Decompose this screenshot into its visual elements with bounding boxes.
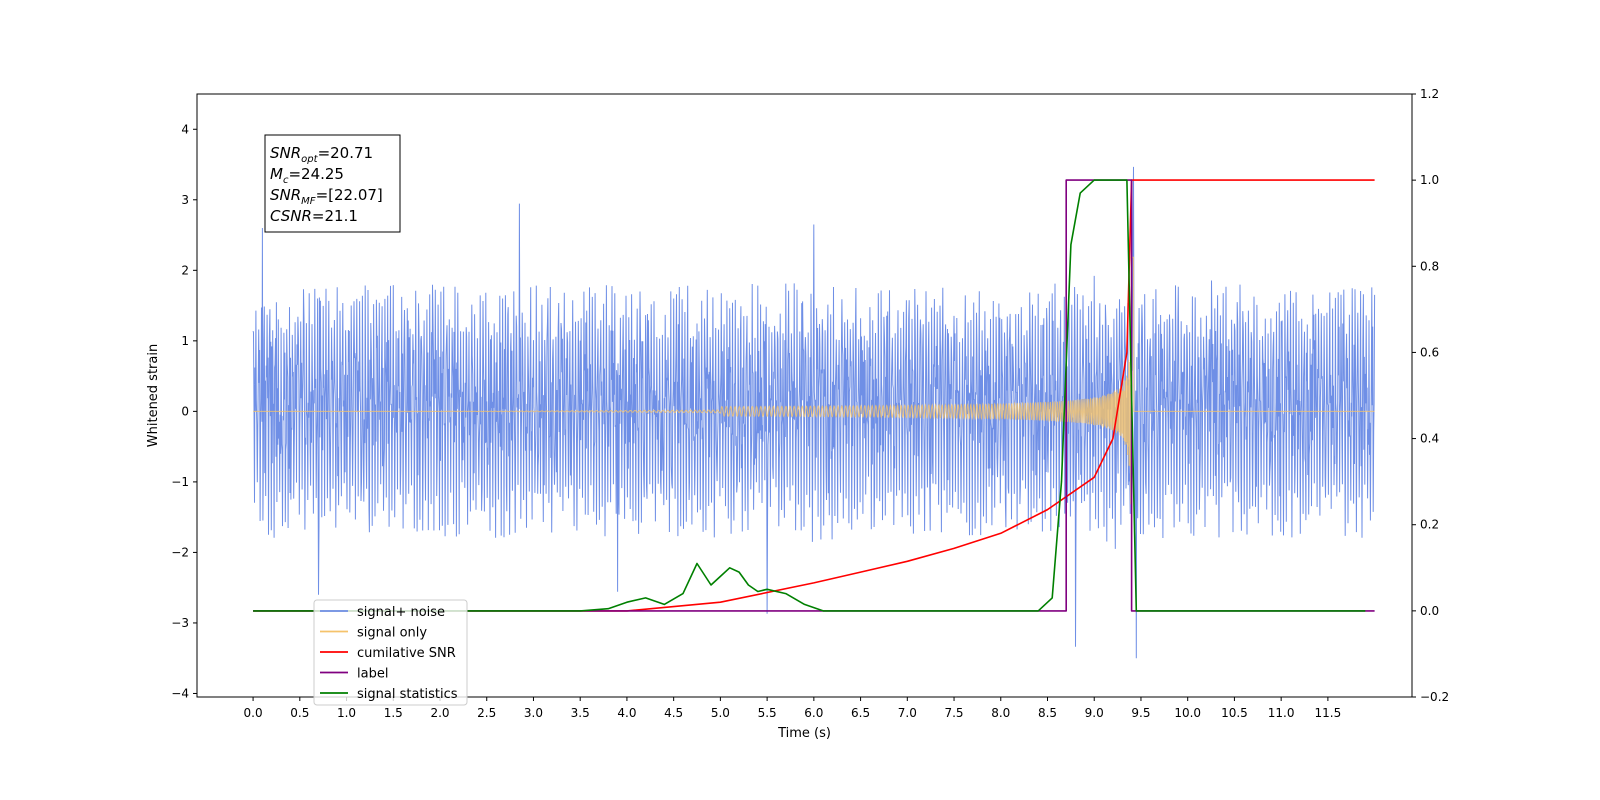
series-signal-noise-line <box>252 166 1376 659</box>
legend-entry: cumilative SNR <box>357 646 456 661</box>
x-tick-label: 11.5 <box>1315 706 1342 720</box>
y2-tick-label: −0.2 <box>1420 690 1449 704</box>
y-tick-label: −2 <box>171 545 189 559</box>
x-tick-label: 7.0 <box>898 706 917 720</box>
y2-tick-label: 0.8 <box>1420 259 1439 273</box>
x-tick-label: 6.0 <box>804 706 823 720</box>
annotation-symbol: SNR <box>270 144 301 162</box>
y2-tick-label: 0.4 <box>1420 432 1439 446</box>
plot-area <box>252 166 1376 659</box>
x-tick-label: 3.0 <box>524 706 543 720</box>
legend-entry: signal only <box>357 626 427 641</box>
x-tick-label: 11.0 <box>1268 706 1295 720</box>
annotation-subscript: c <box>283 175 289 186</box>
x-tick-label: 7.5 <box>944 706 963 720</box>
series-signal-statistics-line <box>253 179 1366 612</box>
x-tick-label: 6.5 <box>851 706 870 720</box>
x-tick-label: 1.0 <box>337 706 356 720</box>
x-tick-label: 4.0 <box>617 706 636 720</box>
x-tick-label: 8.5 <box>1038 706 1057 720</box>
series-signal-only-line <box>253 256 1375 505</box>
x-tick-label: 9.0 <box>1085 706 1104 720</box>
annotation-symbol: SNR <box>270 186 301 204</box>
y2-tick-label: 1.2 <box>1420 87 1439 101</box>
annotation-symbol: M <box>270 165 283 183</box>
y-axis-left: 4 3 2 1 0 −1 −2 −3 −4 <box>171 122 197 700</box>
stats-annotation-box: SNRopt=20.71Mc=24.25SNRMF=[22.07]CSNR=21… <box>264 134 401 233</box>
x-tick-label: 0.5 <box>290 706 309 720</box>
annotation-line: CSNR=21.1 <box>270 207 358 225</box>
annotation-symbol: CSNR <box>270 207 312 225</box>
y2-tick-label: 0.6 <box>1420 345 1439 359</box>
x-axis: 0.0 0.5 1.0 1.5 2.0 2.5 3.0 3.5 4.0 4.5 5.0 5.5 6.0 6… <box>244 697 1342 720</box>
plot-frame <box>196 93 1413 698</box>
annotation-value: =24.25 <box>288 165 344 183</box>
x-tick-label: 9.5 <box>1131 706 1150 720</box>
x-tick-label: 0.0 <box>244 706 263 720</box>
x-tick-label: 3.5 <box>571 706 590 720</box>
y-tick-label: 0 <box>181 404 189 418</box>
y-axis-right: 1.2 1.0 0.8 0.6 0.4 0.2 0.0 −0.2 <box>1412 87 1449 704</box>
y2-tick-label: 1.0 <box>1420 173 1439 187</box>
x-tick-label: 2.0 <box>430 706 449 720</box>
y-tick-label: 2 <box>181 263 189 277</box>
legend-frame <box>313 599 468 706</box>
x-axis-label: Time (s) <box>777 726 831 741</box>
x-tick-label: 10.5 <box>1221 706 1248 720</box>
y-tick-label: −4 <box>171 686 189 700</box>
y2-tick-label: 0.2 <box>1420 518 1439 532</box>
annotation-frame <box>264 134 401 233</box>
annotation-subscript: MF <box>301 196 316 207</box>
y-tick-label: 4 <box>181 122 189 136</box>
y-tick-label: −3 <box>171 616 189 630</box>
annotation-line: SNRMF=[22.07] <box>270 186 383 207</box>
x-tick-label: 4.5 <box>664 706 683 720</box>
x-tick-label: 10.0 <box>1174 706 1201 720</box>
y-tick-label: 1 <box>181 334 189 348</box>
annotation-value: =[22.07] <box>316 186 383 204</box>
x-tick-label: 8.0 <box>991 706 1010 720</box>
x-tick-label: 5.5 <box>758 706 777 720</box>
y2-tick-label: 0.0 <box>1420 604 1439 618</box>
y-tick-label: −1 <box>171 475 189 489</box>
y-tick-label: 3 <box>181 193 189 207</box>
x-tick-label: 2.5 <box>477 706 496 720</box>
annotation-value: =20.71 <box>318 144 374 162</box>
annotation-line: SNRopt=20.71 <box>270 144 373 165</box>
legend-entry: signal statistics <box>357 687 458 702</box>
legend-entry: signal+ noise <box>357 605 445 620</box>
x-tick-label: 1.5 <box>384 706 403 720</box>
legend-entry: label <box>357 667 388 682</box>
annotation-line: Mc=24.25 <box>270 165 344 186</box>
y-axis-label: Whitened strain <box>146 344 161 447</box>
legend: signal+ noise signal only cumilative SNR la… <box>313 599 468 706</box>
annotation-subscript: opt <box>301 154 318 165</box>
annotation-value: =21.1 <box>312 207 358 225</box>
x-tick-label: 5.0 <box>711 706 730 720</box>
